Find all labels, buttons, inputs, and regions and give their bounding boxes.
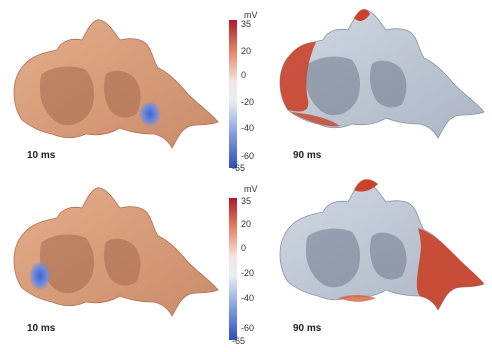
depolarization-base [290, 112, 340, 127]
tick-top-0: 0 [241, 70, 247, 80]
tick-top-m60: -60 [241, 151, 255, 161]
colorbar-unit-bottom: mV [244, 184, 258, 194]
depolarization-tip [354, 9, 370, 21]
tick-bottom-m40: -40 [241, 293, 255, 303]
colorbar-top [229, 20, 237, 168]
tick-top-m65: -65 [232, 163, 246, 173]
panel-top-right [279, 9, 485, 139]
activation-spot [29, 261, 51, 291]
depolarization-base [338, 295, 376, 302]
colorbar-bottom [229, 198, 237, 340]
panel-top-left [13, 19, 219, 149]
tick-top-m20: -20 [241, 97, 255, 107]
tick-top-35: 35 [241, 19, 252, 29]
tick-top-m40: -40 [241, 123, 255, 133]
depolarization-rim [280, 42, 316, 112]
time-label-top-right: 90 ms [293, 150, 322, 161]
time-label-top-left: 10 ms [27, 150, 56, 161]
tick-bottom-0: 0 [241, 243, 247, 253]
panel-bottom-right [279, 179, 485, 311]
depolarization-region [416, 228, 484, 310]
depolarization-tip [354, 179, 378, 192]
time-label-bottom-left: 10 ms [27, 323, 56, 334]
tick-top-20: 20 [241, 46, 252, 56]
tick-bottom-20: 20 [241, 219, 252, 229]
tick-bottom-m60: -60 [241, 323, 255, 333]
tick-bottom-m65: -65 [232, 336, 246, 346]
time-label-bottom-right: 90 ms [293, 323, 322, 334]
panel-bottom-left [13, 187, 219, 317]
activation-spot [139, 101, 161, 127]
colorbar-unit-top: mV [244, 10, 258, 20]
tick-bottom-m20: -20 [241, 268, 255, 278]
tick-bottom-35: 35 [241, 196, 252, 206]
